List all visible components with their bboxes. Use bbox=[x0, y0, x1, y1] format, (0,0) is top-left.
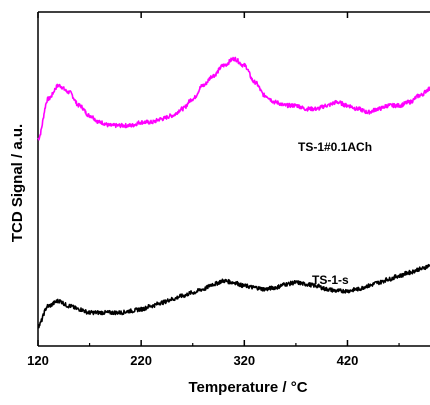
x-tick-label: 320 bbox=[233, 353, 255, 368]
plot-frame bbox=[37, 11, 430, 347]
series-line-ts1-0.1ach bbox=[37, 56, 430, 141]
x-tick-label: 420 bbox=[337, 353, 359, 368]
series-layer bbox=[37, 56, 430, 329]
x-tick-label: 120 bbox=[27, 353, 49, 368]
series-label-ts1-s: TS-1-s bbox=[312, 273, 349, 287]
series-label-ts1-0.1ach: TS-1#0.1ACh bbox=[298, 140, 372, 154]
x-axis-title: Temperature / °C bbox=[188, 379, 307, 396]
x-tick-label: 220 bbox=[130, 353, 152, 368]
y-axis-title: TCD Signal / a.u. bbox=[9, 124, 26, 242]
x-axis: 120 220 320 420 bbox=[27, 12, 400, 368]
series-line-ts1-s bbox=[37, 263, 430, 329]
